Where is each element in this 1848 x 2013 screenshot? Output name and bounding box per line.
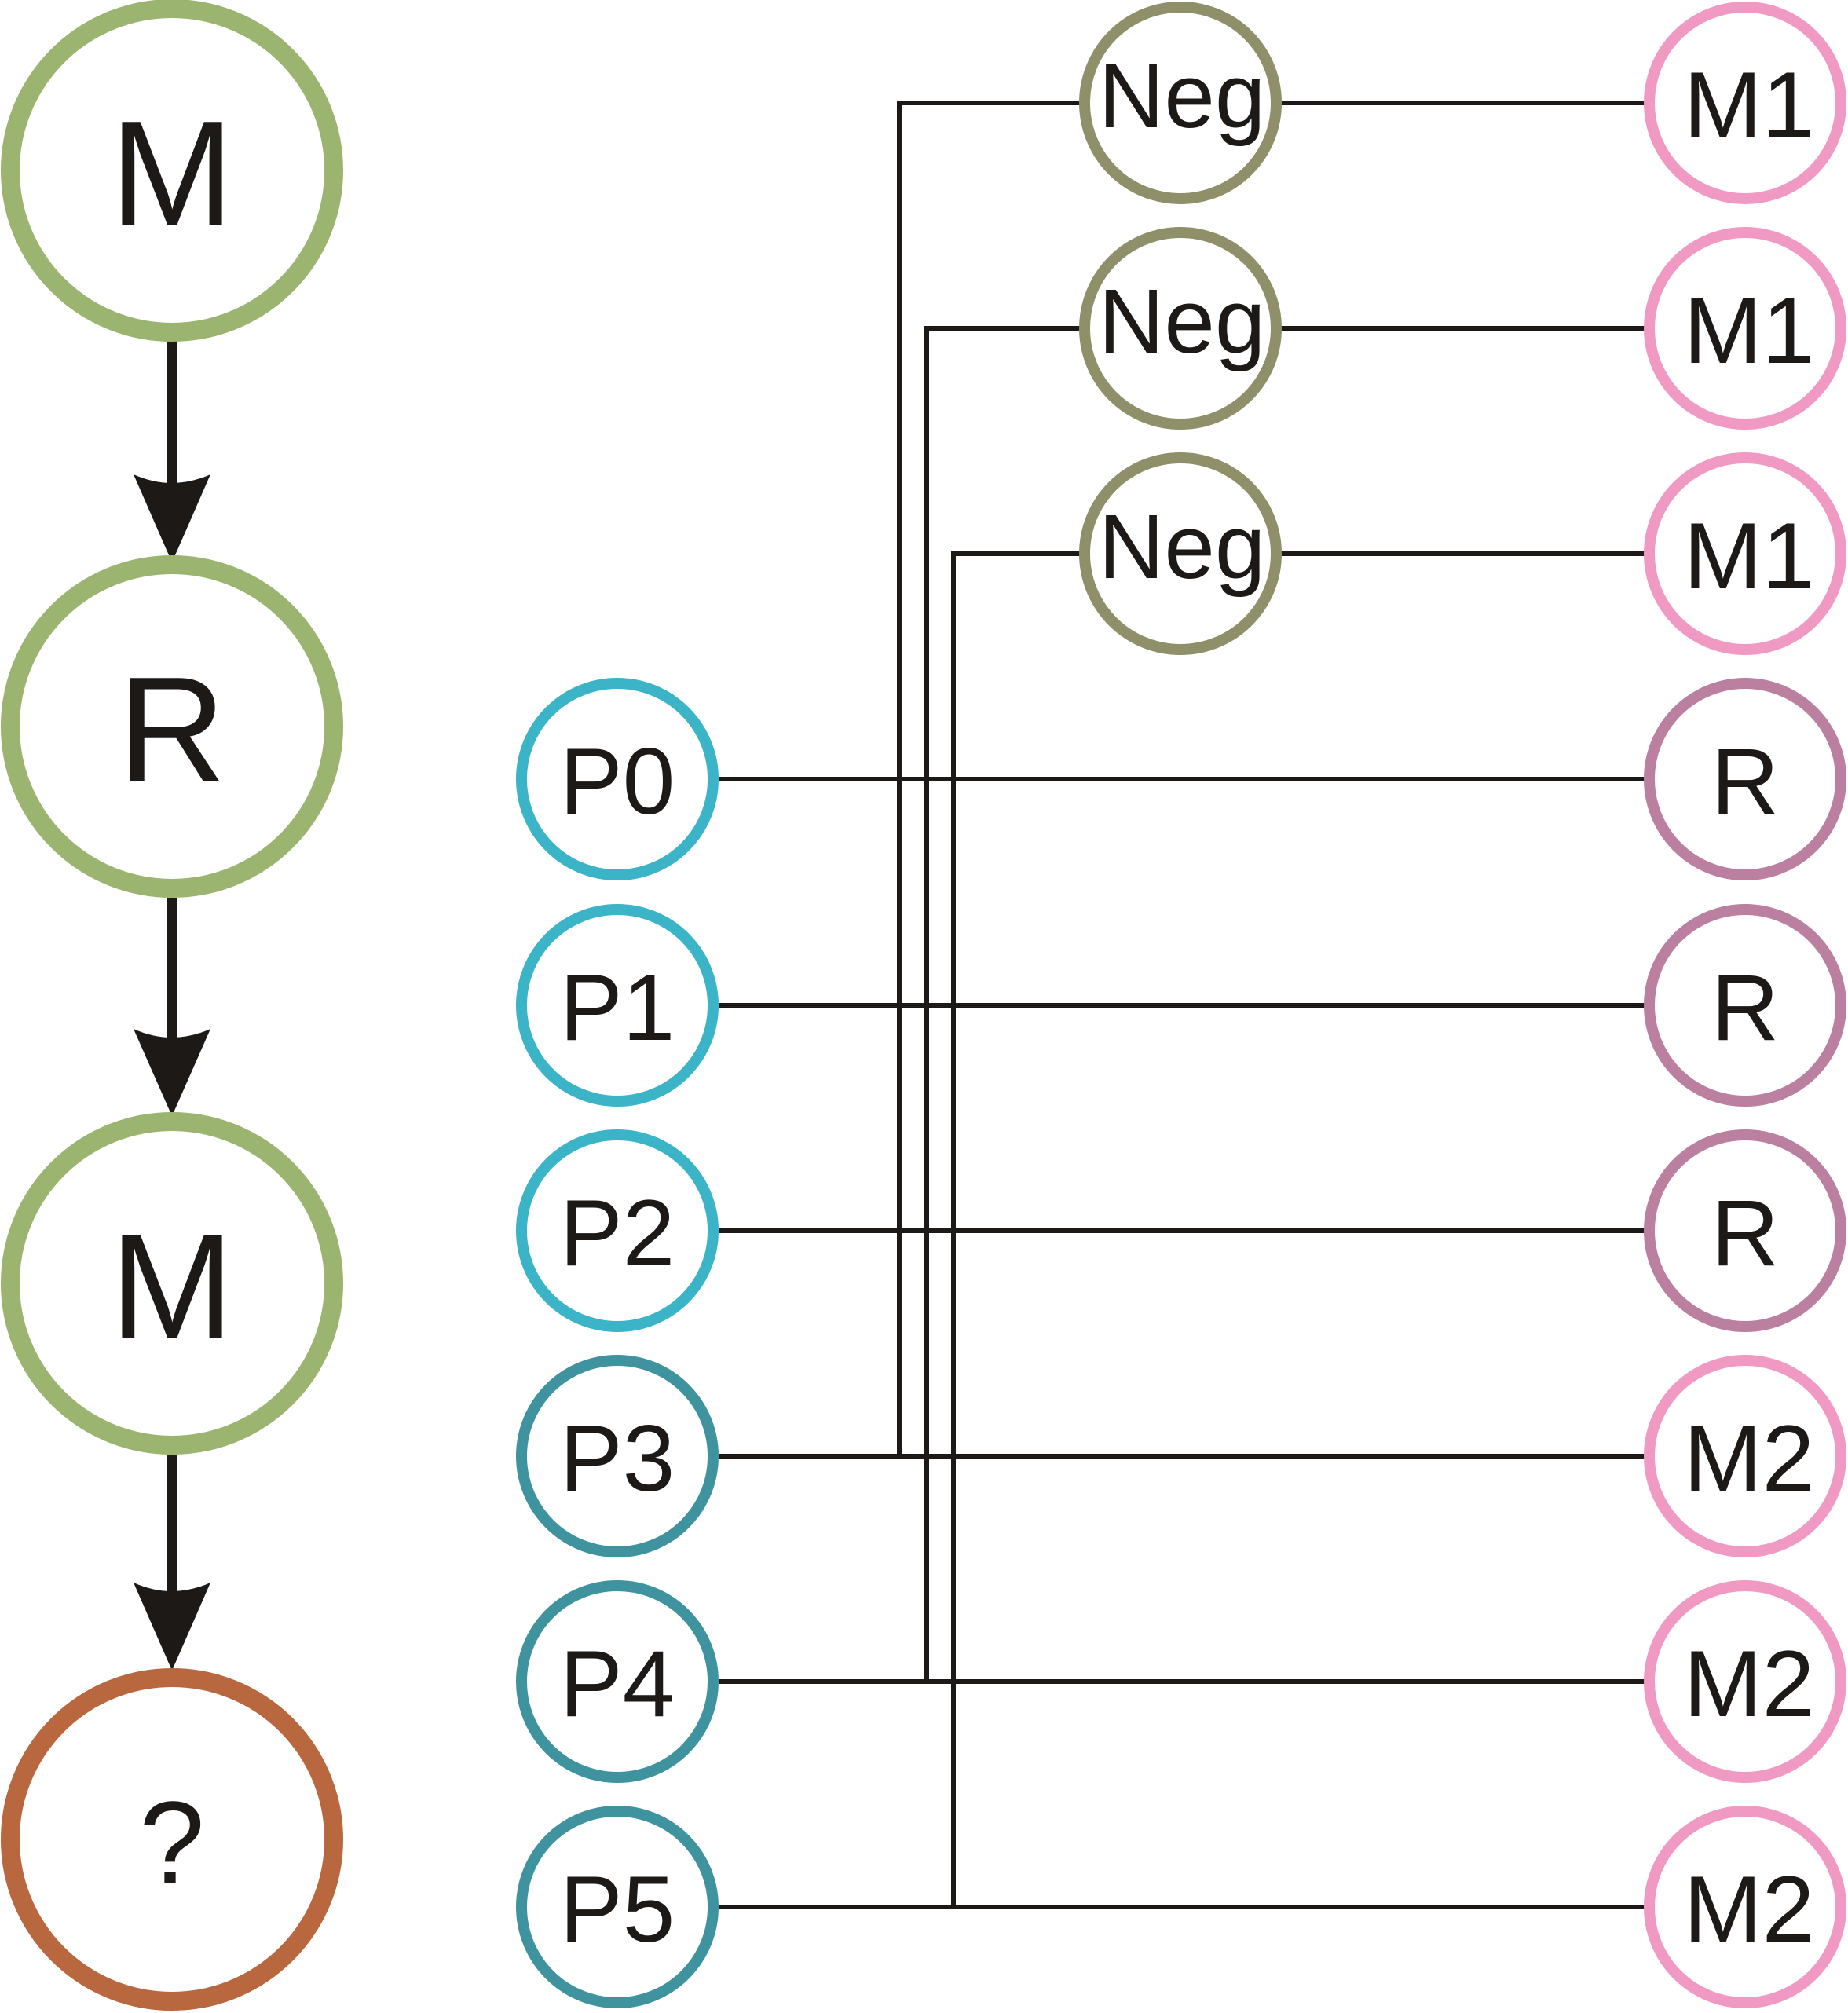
flow-node-r-label: R [118, 646, 225, 813]
flow-node-unknown-label: ? [139, 1777, 204, 1909]
flow-node-unknown: ? [10, 1678, 334, 2001]
input-node-p5: P5 [521, 1811, 713, 2003]
negation-node-1-label: Neg [1099, 45, 1266, 147]
output-node-m2-b: M2 [1649, 1586, 1841, 1777]
input-node-p5-label: P5 [560, 1857, 675, 1962]
input-node-p0: P0 [521, 683, 713, 875]
input-node-p2-label: P2 [560, 1180, 675, 1286]
negation-node-2-label: Neg [1099, 270, 1266, 372]
output-node-m2-a: M2 [1649, 1360, 1841, 1552]
input-node-p0-label: P0 [560, 729, 675, 834]
negation-node-2: Neg [1085, 232, 1276, 424]
input-node-p3-label: P3 [560, 1406, 675, 1511]
output-node-r-c-label: R [1711, 1180, 1780, 1286]
flow-arrow-3 [134, 1455, 210, 1671]
negation-node-3-label: Neg [1099, 496, 1266, 598]
negation-node-3: Neg [1085, 458, 1276, 650]
input-node-p4-label: P4 [560, 1631, 675, 1737]
input-node-p4: P4 [521, 1586, 713, 1777]
flow-node-r: R [10, 565, 334, 888]
output-node-r-b-label: R [1711, 955, 1780, 1060]
output-node-r-c: R [1649, 1135, 1841, 1327]
output-node-m1-c-label: M1 [1684, 503, 1815, 609]
output-node-m1-b-label: M1 [1684, 278, 1815, 383]
output-node-m2-a-label: M2 [1684, 1406, 1815, 1511]
output-node-m1-a-label: M1 [1684, 53, 1815, 158]
flow-node-m-top-label: M [110, 90, 234, 257]
input-node-p3: P3 [521, 1360, 713, 1552]
output-node-m1-c: M1 [1649, 458, 1841, 650]
output-nodes: M1 M1 M1 R R R M2 M2 [1649, 7, 1841, 2003]
output-node-m2-b-label: M2 [1684, 1631, 1815, 1737]
flow-chain: M R M ? [10, 9, 334, 2001]
negation-nodes: Neg Neg Neg [1085, 7, 1276, 650]
flow-arrow-1 [134, 341, 210, 562]
output-node-m1-b: M1 [1649, 232, 1841, 424]
flow-node-m-bottom: M [10, 1122, 334, 1445]
output-node-r-b: R [1649, 910, 1841, 1101]
negation-node-1: Neg [1085, 7, 1276, 199]
output-node-r-a: R [1649, 683, 1841, 875]
output-node-m2-c-label: M2 [1684, 1857, 1815, 1962]
output-node-m1-a: M1 [1649, 7, 1841, 199]
flow-node-m-bottom-label: M [110, 1203, 234, 1370]
input-node-p2: P2 [521, 1135, 713, 1327]
input-node-p1: P1 [521, 910, 713, 1101]
input-nodes: P0 P1 P2 P3 P4 P5 [521, 683, 713, 2003]
flow-arrow-2 [134, 898, 210, 1116]
output-node-m2-c: M2 [1649, 1811, 1841, 2003]
input-node-p1-label: P1 [560, 955, 675, 1060]
flow-node-m-top: M [10, 9, 334, 332]
output-node-r-a-label: R [1711, 729, 1780, 834]
